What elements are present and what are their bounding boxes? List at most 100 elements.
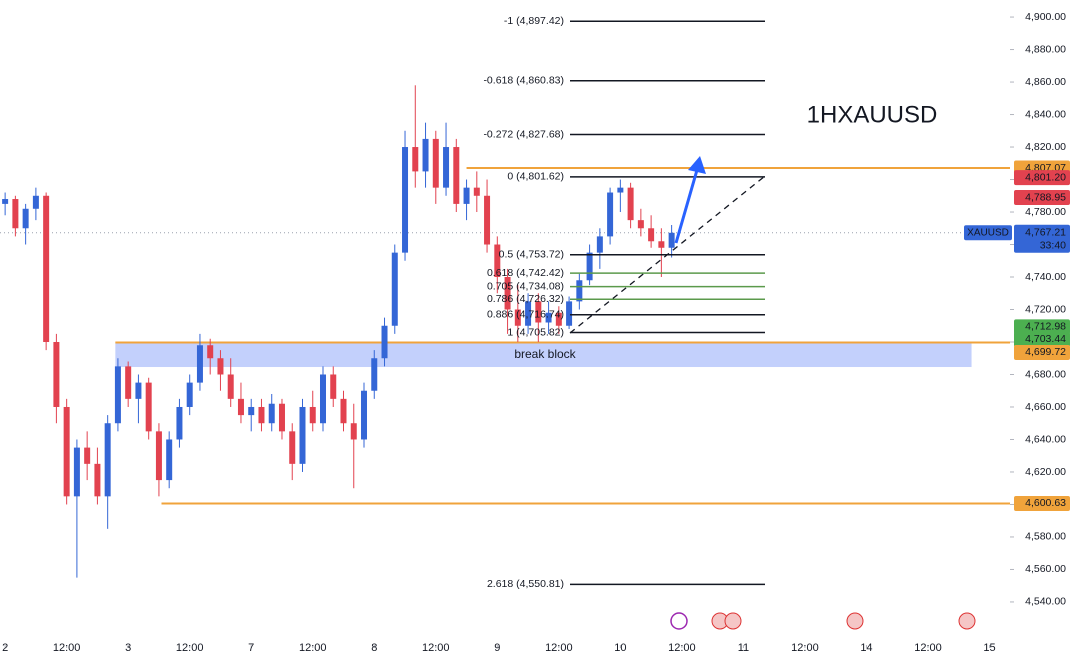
candle-body: [22, 208, 29, 229]
event-icons: [670, 612, 976, 630]
chart-title: 1HXAUUSD: [807, 101, 938, 128]
arrow-head: [688, 156, 706, 174]
x-tick-label: 12:00: [299, 642, 327, 654]
candle-body: [319, 374, 326, 424]
candle-body: [525, 301, 532, 326]
arrow-shaft: [674, 169, 699, 244]
price-tag: [1014, 319, 1070, 335]
event-icon: [670, 612, 688, 630]
candle-body: [63, 406, 70, 497]
price-tag: [1014, 189, 1070, 205]
price-tag: [1014, 495, 1070, 511]
candle-body: [145, 382, 152, 432]
price-tag: [1014, 344, 1070, 360]
event-icon: [958, 612, 976, 630]
candle-body: [350, 423, 357, 440]
candle-body: [484, 195, 491, 245]
y-tick-label: 4,880.00: [1025, 43, 1066, 55]
candle-body: [73, 447, 80, 497]
candle-body: [125, 366, 132, 399]
candle-body: [196, 345, 203, 383]
fib-label: 0 (4,801.62): [507, 171, 564, 183]
candle-body: [155, 431, 162, 481]
candle-body: [278, 403, 285, 432]
candle-body: [207, 345, 214, 359]
candle-body: [463, 187, 470, 204]
candle-body: [289, 431, 296, 464]
candle-body: [104, 423, 111, 497]
candle-body: [402, 147, 409, 253]
price-tag-label: 4,703.44: [1025, 333, 1066, 345]
symbol-tag: [964, 225, 1012, 241]
x-tick-label: 12:00: [668, 642, 696, 654]
x-tick-label: 3: [125, 642, 131, 654]
candle-body: [340, 398, 347, 424]
candle-body: [237, 398, 244, 416]
x-tick-label: 12:00: [545, 642, 573, 654]
y-tick-label: 4,820.00: [1025, 141, 1066, 153]
price-tag-label: 4,600.63: [1025, 497, 1066, 509]
candle-body: [114, 366, 121, 424]
break-block: [115, 342, 972, 368]
candle-body: [617, 187, 624, 193]
candle-body: [12, 199, 19, 229]
candle-body: [227, 374, 234, 399]
price-tag-label: 4,712.98: [1025, 321, 1066, 333]
y-tick-label: 4,900.00: [1025, 11, 1066, 23]
candle-body: [504, 277, 511, 310]
event-icon: [846, 612, 864, 630]
y-tick-label: 4,680.00: [1025, 368, 1066, 380]
candle-body: [453, 147, 460, 204]
candle-body: [176, 406, 183, 440]
candle-body: [596, 236, 603, 253]
y-tick-label: 4,540.00: [1025, 596, 1066, 608]
price-tag-label: 4,699.72: [1025, 346, 1066, 358]
x-tick-label: 15: [983, 642, 995, 654]
candle-body: [494, 244, 501, 278]
candle-body: [94, 463, 101, 497]
candle-body: [412, 147, 419, 172]
fib-label: 0.886 (4,716.74): [487, 309, 564, 321]
y-tick-label: 4,660.00: [1025, 401, 1066, 413]
fib-label: -1 (4,897.42): [504, 15, 564, 27]
y-tick-label: 4,860.00: [1025, 76, 1066, 88]
candle-body: [32, 195, 39, 209]
candle-body: [43, 195, 50, 342]
candle-body: [53, 341, 60, 407]
x-tick-label: 12:00: [791, 642, 819, 654]
candle-body: [299, 406, 306, 464]
candle-body: [361, 390, 368, 440]
candle-body: [248, 406, 255, 416]
symbol-label: XAUUSD: [967, 227, 1009, 238]
candle-body: [309, 406, 316, 424]
candle-body: [535, 301, 542, 323]
candle-body: [545, 312, 552, 323]
candle-body: [166, 439, 173, 481]
x-tick-label: 12:00: [53, 642, 81, 654]
fib-label: 1 (4,705.82): [507, 326, 564, 338]
price-tag: [1014, 170, 1070, 186]
candle-body: [607, 192, 614, 237]
candle-body: [566, 301, 573, 326]
candle-body: [391, 252, 398, 326]
candle-body: [473, 187, 480, 196]
candle-body: [371, 358, 378, 391]
candle-body: [432, 138, 439, 188]
candle-body: [514, 309, 521, 326]
candle-body: [217, 358, 224, 375]
y-tick-label: 4,780.00: [1025, 206, 1066, 218]
price-tag-label: 4,801.20: [1025, 171, 1066, 183]
candle-body: [586, 252, 593, 281]
candle-body: [268, 403, 275, 424]
fib-label: 0.705 (4,734.08): [487, 280, 564, 292]
event-icon: [724, 612, 742, 630]
x-tick-label: 12:00: [176, 642, 204, 654]
candle-body: [422, 138, 429, 172]
countdown-label: 33:40: [1040, 240, 1066, 252]
candle-body: [648, 228, 655, 242]
zone-label: break block: [514, 347, 576, 361]
x-tick-label: 10: [614, 642, 626, 654]
